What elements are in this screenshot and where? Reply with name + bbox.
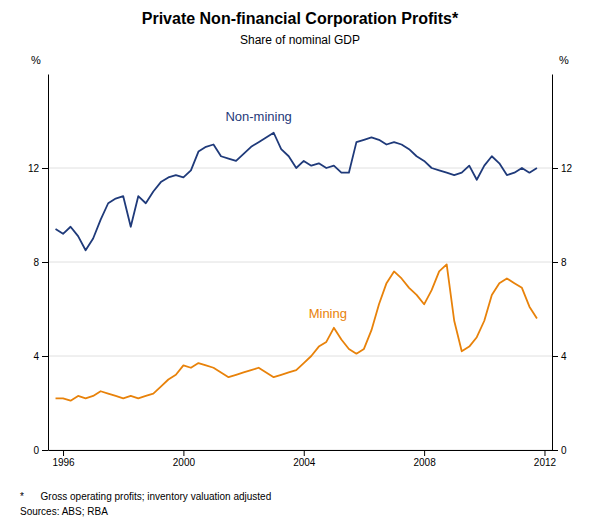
- tick-mark: [552, 262, 558, 263]
- series-line: [56, 264, 537, 400]
- tick-label: 12: [561, 163, 573, 174]
- tick-label: 2012: [534, 457, 557, 468]
- tick: 8: [33, 257, 48, 268]
- tick-label: 4: [33, 351, 39, 362]
- tick-mark: [304, 450, 305, 456]
- tick-label: 0: [33, 445, 39, 456]
- tick-label: 0: [561, 445, 567, 456]
- tick-mark: [552, 356, 558, 357]
- tick: 12: [28, 163, 48, 174]
- tick: 8: [552, 257, 567, 268]
- tick: 2000: [173, 450, 196, 468]
- annotation: Mining: [309, 306, 347, 321]
- tick-label: 1996: [52, 457, 75, 468]
- tick: 0: [552, 445, 567, 456]
- tick-mark: [183, 450, 184, 456]
- tick-mark: [552, 450, 558, 451]
- annotations: Non-mining Mining: [225, 109, 347, 321]
- tick-mark: [42, 262, 48, 263]
- tick-mark: [42, 356, 48, 357]
- tick-label: 8: [33, 257, 39, 268]
- y2-axis: 0 4 8 12: [552, 75, 573, 456]
- tick-label: 2004: [293, 457, 316, 468]
- tick-mark: [42, 168, 48, 169]
- tick: 2004: [293, 450, 316, 468]
- footnotes: * Gross operating profits; inventory val…: [20, 491, 271, 517]
- x-axis: 1996 2000 2004 2008 2012: [49, 450, 557, 468]
- y-axis-label: %: [31, 54, 41, 66]
- tick-label: 2008: [413, 457, 436, 468]
- grid-line: [48, 356, 552, 357]
- series-line: [56, 133, 537, 251]
- grid-line: [48, 168, 552, 169]
- tick-mark: [544, 450, 545, 456]
- tick: 12: [552, 163, 573, 174]
- chart: 1996 2000 2004 2008 2012 0 4 8 12 0 4 8 12 Non-mining…: [0, 0, 600, 530]
- tick: 1996: [52, 450, 75, 468]
- tick-label: 8: [561, 257, 567, 268]
- tick-mark: [552, 168, 558, 169]
- grid: [48, 168, 552, 450]
- annotation: Non-mining: [225, 109, 291, 124]
- grid-line: [48, 262, 552, 263]
- tick-mark: [424, 450, 425, 456]
- tick: 0: [33, 445, 48, 456]
- tick: 2008: [413, 450, 436, 468]
- grid-line: [48, 450, 552, 451]
- title: Private Non-financial Corporation Profit…: [142, 10, 459, 27]
- axis-line: [48, 75, 49, 451]
- tick-label: 4: [561, 351, 567, 362]
- subtitle: Share of nominal GDP: [240, 33, 360, 47]
- tick: 2012: [534, 450, 557, 468]
- y-axis: 0 4 8 12: [28, 75, 49, 456]
- tick: 4: [33, 351, 48, 362]
- axis-line: [49, 450, 553, 451]
- y2-axis-label: %: [559, 54, 569, 66]
- footnote: Sources: ABS; RBA: [20, 506, 108, 517]
- tick-mark: [63, 450, 64, 456]
- tick-label: 2000: [173, 457, 196, 468]
- footnote: * Gross operating profits; inventory val…: [20, 491, 271, 502]
- tick-label: 12: [28, 163, 40, 174]
- tick-mark: [42, 450, 48, 451]
- tick: 4: [552, 351, 567, 362]
- plot-area: [56, 133, 537, 401]
